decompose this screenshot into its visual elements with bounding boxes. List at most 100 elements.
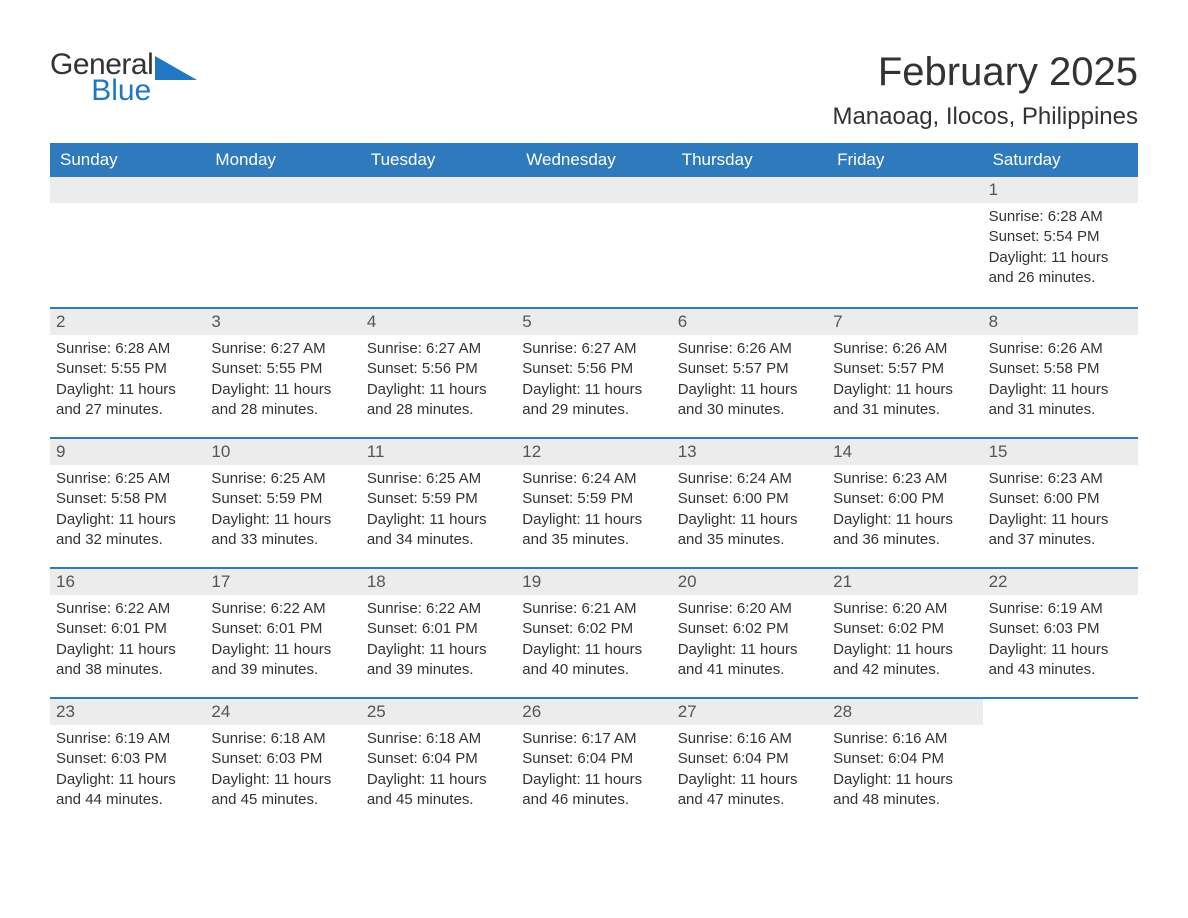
day-cell: 4Sunrise: 6:27 AMSunset: 5:56 PMDaylight… [361,309,516,433]
dow-wednesday: Wednesday [516,143,671,177]
sunset-text: Sunset: 6:01 PM [367,619,510,639]
daylight-text: and 26 minutes. [989,268,1132,288]
logo-text-blue: Blue [50,76,153,106]
day-cell [983,699,1138,823]
sunset-text: Sunset: 6:00 PM [678,489,821,509]
header: General Blue February 2025 Manaoag, Iloc… [50,50,1138,131]
day-cell: 6Sunrise: 6:26 AMSunset: 5:57 PMDaylight… [672,309,827,433]
daylight-text: Daylight: 11 hours [211,770,354,790]
day-cell: 11 Sunrise: 6:25 AMSunset: 5:59 PMDayligh… [361,439,516,563]
daylight-text: Daylight: 11 hours [989,640,1132,660]
day-cell: 17Sunrise: 6:22 AMSunset: 6:01 PMDayligh… [205,569,360,693]
day-cell: 24Sunrise: 6:18 AMSunset: 6:03 PMDayligh… [205,699,360,823]
day-content: Sunrise: 6:28 AMSunset: 5:54 PMDaylight:… [989,207,1132,288]
sunset-text: Sunset: 5:56 PM [367,359,510,379]
day-number: 15 [983,439,1138,465]
day-number: 9 [50,439,205,465]
sunrise-text: Sunrise: 6:23 AM [989,469,1132,489]
day-number: 22 [983,569,1138,595]
sunrise-text: Sunrise: 6:22 AM [56,599,199,619]
daylight-text: Daylight: 11 hours [522,510,665,530]
page-title: February 2025 [832,50,1138,95]
day-content: Sunrise: 6:17 AMSunset: 6:04 PMDaylight:… [522,729,665,810]
day-cell: 20Sunrise: 6:20 AMSunset: 6:02 PMDayligh… [672,569,827,693]
day-content: Sunrise: 6:23 AMSunset: 6:00 PMDaylight:… [989,469,1132,550]
sunset-text: Sunset: 5:59 PM [522,489,665,509]
sunset-text: Sunset: 6:04 PM [367,749,510,769]
daylight-text: and 34 minutes. [367,530,510,550]
logo-triangle-icon [155,56,197,80]
sunset-text: Sunset: 6:03 PM [56,749,199,769]
daylight-text: Daylight: 11 hours [367,770,510,790]
day-number: 11 [361,439,516,465]
daylight-text: and 47 minutes. [678,790,821,810]
daylight-text: and 45 minutes. [211,790,354,810]
day-number: 3 [205,309,360,335]
sunrise-text: Sunrise: 6:16 AM [678,729,821,749]
day-content: Sunrise: 6:22 AMSunset: 6:01 PMDaylight:… [56,599,199,680]
daylight-text: and 46 minutes. [522,790,665,810]
day-content: Sunrise: 6:27 AMSunset: 5:56 PMDaylight:… [522,339,665,420]
day-number: 19 [516,569,671,595]
dow-thursday: Thursday [672,143,827,177]
day-cell [516,177,671,303]
day-content: Sunrise: 6:25 AMSunset: 5:59 PMDaylight:… [211,469,354,550]
day-content: Sunrise: 6:18 AMSunset: 6:03 PMDaylight:… [211,729,354,810]
sunset-text: Sunset: 5:58 PM [56,489,199,509]
day-number: 10 [205,439,360,465]
sunrise-text: Sunrise: 6:16 AM [833,729,976,749]
dow-friday: Friday [827,143,982,177]
week-row: 1Sunrise: 6:28 AMSunset: 5:54 PMDaylight… [50,177,1138,303]
sunset-text: Sunset: 6:03 PM [211,749,354,769]
sunset-text: Sunset: 5:59 PM [211,489,354,509]
day-content: Sunrise: 6:24 AMSunset: 5:59 PMDaylight:… [522,469,665,550]
day-content: Sunrise: 6:16 AMSunset: 6:04 PMDaylight:… [678,729,821,810]
daylight-text: and 43 minutes. [989,660,1132,680]
sunrise-text: Sunrise: 6:18 AM [211,729,354,749]
dow-sunday: Sunday [50,143,205,177]
daylight-text: and 31 minutes. [833,400,976,420]
daylight-text: and 48 minutes. [833,790,976,810]
day-number: 25 [361,699,516,725]
day-content: Sunrise: 6:21 AMSunset: 6:02 PMDaylight:… [522,599,665,680]
sunrise-text: Sunrise: 6:27 AM [211,339,354,359]
daylight-text: Daylight: 11 hours [56,380,199,400]
sunrise-text: Sunrise: 6:23 AM [833,469,976,489]
sunrise-text: Sunrise: 6:19 AM [56,729,199,749]
day-content: Sunrise: 6:26 AMSunset: 5:58 PMDaylight:… [989,339,1132,420]
day-number: 2 [50,309,205,335]
title-block: February 2025 Manaoag, Ilocos, Philippin… [832,50,1138,131]
week-row: 23Sunrise: 6:19 AMSunset: 6:03 PMDayligh… [50,697,1138,823]
day-cell: 5Sunrise: 6:27 AMSunset: 5:56 PMDaylight… [516,309,671,433]
day-content: Sunrise: 6:25 AMSunset: 5:59 PMDaylight:… [367,469,510,550]
day-number [516,177,671,203]
day-cell: 10 Sunrise: 6:25 AMSunset: 5:59 PMDayligh… [205,439,360,563]
sunrise-text: Sunrise: 6:19 AM [989,599,1132,619]
sunset-text: Sunset: 5:57 PM [833,359,976,379]
day-cell: 1Sunrise: 6:28 AMSunset: 5:54 PMDaylight… [983,177,1138,303]
day-cell [361,177,516,303]
daylight-text: and 32 minutes. [56,530,199,550]
day-cell [672,177,827,303]
daylight-text: Daylight: 11 hours [833,770,976,790]
day-cell: 19 Sunrise: 6:21 AMSunset: 6:02 PMDayligh… [516,569,671,693]
day-number: 7 [827,309,982,335]
day-cell: 26Sunrise: 6:17 AMSunset: 6:04 PMDayligh… [516,699,671,823]
daylight-text: and 28 minutes. [211,400,354,420]
daylight-text: Daylight: 11 hours [367,640,510,660]
day-content: Sunrise: 6:19 AMSunset: 6:03 PMDaylight:… [56,729,199,810]
day-content: Sunrise: 6:27 AMSunset: 5:55 PMDaylight:… [211,339,354,420]
sunrise-text: Sunrise: 6:22 AM [211,599,354,619]
daylight-text: Daylight: 11 hours [833,510,976,530]
sunrise-text: Sunrise: 6:22 AM [367,599,510,619]
day-content: Sunrise: 6:19 AMSunset: 6:03 PMDaylight:… [989,599,1132,680]
day-number: 14 [827,439,982,465]
daylight-text: Daylight: 11 hours [989,248,1132,268]
sunset-text: Sunset: 6:02 PM [833,619,976,639]
daylight-text: and 44 minutes. [56,790,199,810]
day-number [50,177,205,203]
day-cell: 18Sunrise: 6:22 AMSunset: 6:01 PMDayligh… [361,569,516,693]
sunset-text: Sunset: 5:56 PM [522,359,665,379]
dow-header: Sunday Monday Tuesday Wednesday Thursday… [50,143,1138,177]
sunset-text: Sunset: 5:55 PM [211,359,354,379]
